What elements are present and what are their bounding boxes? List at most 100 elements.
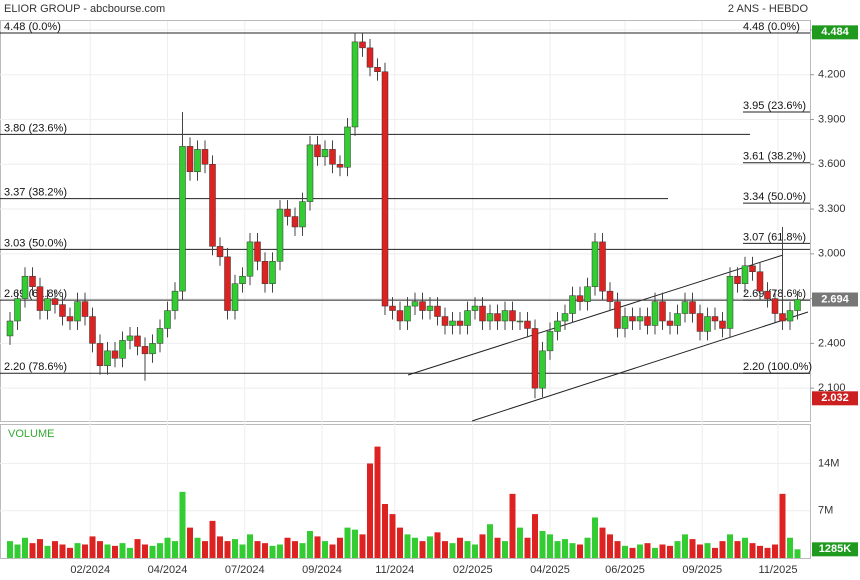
volume-bar (134, 539, 141, 558)
y-tick-label: 3.900 (818, 113, 846, 125)
candle-body (794, 299, 801, 311)
candle-body (269, 261, 276, 284)
candle-body (689, 301, 696, 314)
fib-label: 2.69 (78.6%) (743, 288, 806, 300)
fib-label: 3.07 (61.8%) (743, 231, 806, 243)
volume-bar (164, 537, 171, 558)
candle-body (456, 320, 464, 326)
volume-bar (284, 537, 291, 558)
volume-bar (501, 541, 508, 558)
candle-body (756, 271, 764, 292)
volume-bar (524, 537, 531, 558)
candle-body (509, 310, 516, 322)
candle-body (14, 298, 21, 322)
volume-bar (111, 545, 118, 558)
price-marker-label: 4.484 (821, 26, 849, 38)
candle-body (141, 346, 149, 355)
volume-bar (336, 537, 343, 558)
volume-bar (171, 541, 178, 558)
chart-subtitle: 2 ANS - HEBDO (728, 3, 809, 15)
volume-bar (216, 536, 223, 558)
volume-bar (231, 539, 238, 558)
candle-body (164, 310, 171, 329)
volume-bar (464, 541, 471, 558)
candle-body (59, 304, 66, 317)
volume-bar (366, 463, 373, 558)
volume-bar (246, 534, 253, 558)
candle-body (674, 313, 681, 326)
volume-bar (681, 534, 688, 558)
volume-bar (321, 541, 328, 558)
chart-title: ELIOR GROUP - abcbourse.com (4, 3, 165, 15)
volume-bar (6, 541, 13, 558)
candle-body (374, 67, 381, 72)
x-tick-label: 11/2025 (759, 564, 798, 576)
candle-body (329, 149, 336, 165)
volume-bar (456, 537, 463, 558)
volume-bar (576, 544, 583, 558)
candle-body (381, 71, 389, 307)
candle-body (606, 290, 614, 302)
volume-bar (569, 543, 576, 558)
candle-body (239, 275, 246, 284)
volume-bar (659, 544, 666, 558)
volume-bar (779, 493, 786, 558)
volume-bar (494, 537, 501, 558)
volume-bar (156, 543, 163, 558)
candle-body (764, 290, 771, 299)
candle-body (306, 144, 314, 202)
y-tick-label: 3.300 (818, 203, 846, 215)
candle-body (276, 208, 284, 262)
x-tick-label: 06/2025 (605, 564, 645, 576)
candle-body (704, 316, 711, 332)
candle-body (359, 41, 366, 49)
volume-bar (764, 547, 771, 558)
candle-body (441, 316, 449, 326)
volume-bar (531, 514, 538, 558)
volume-bar (149, 545, 156, 558)
candle-body (36, 286, 44, 311)
volume-bar (381, 503, 388, 558)
volume-bar (749, 543, 756, 558)
volume-bar (479, 534, 486, 558)
candle-body (696, 313, 704, 332)
volume-bar (719, 541, 726, 558)
candle-body (119, 340, 126, 359)
volume-bar (441, 541, 448, 558)
volume-bar (36, 539, 43, 558)
candle-body (636, 316, 644, 322)
volume-bar (539, 530, 546, 558)
y-tick-label: 4.200 (818, 69, 846, 81)
candle-body (426, 305, 434, 311)
candle-body (779, 313, 786, 322)
y-tick-label: 7M (818, 505, 833, 517)
volume-bar (299, 543, 306, 558)
volume-bar (96, 541, 103, 558)
volume-bar (126, 547, 133, 558)
candle-body (179, 146, 186, 292)
candle-body (254, 241, 261, 262)
volume-bar (666, 545, 673, 558)
candle-body (396, 310, 404, 322)
volume-bar (404, 534, 411, 558)
candle-body (21, 275, 29, 299)
candle-body (29, 275, 36, 287)
candle-body (96, 343, 104, 367)
candle-body (486, 313, 494, 322)
candle-body (629, 316, 636, 322)
fib-label: 3.61 (38.2%) (743, 151, 806, 163)
x-tick-label: 02/2025 (453, 564, 493, 576)
volume-bar (644, 543, 651, 558)
volume-bar (351, 529, 358, 558)
candle-body (644, 316, 651, 326)
candle-body (554, 320, 561, 332)
candle-body (344, 126, 351, 168)
volume-label: VOLUME (8, 428, 54, 440)
candle-body (299, 201, 306, 228)
candle-body (44, 298, 51, 311)
volume-bar (104, 544, 111, 558)
volume-marker (812, 542, 858, 557)
candle-body (614, 301, 621, 329)
volume-bar (561, 539, 568, 558)
trend-line (407, 254, 784, 376)
